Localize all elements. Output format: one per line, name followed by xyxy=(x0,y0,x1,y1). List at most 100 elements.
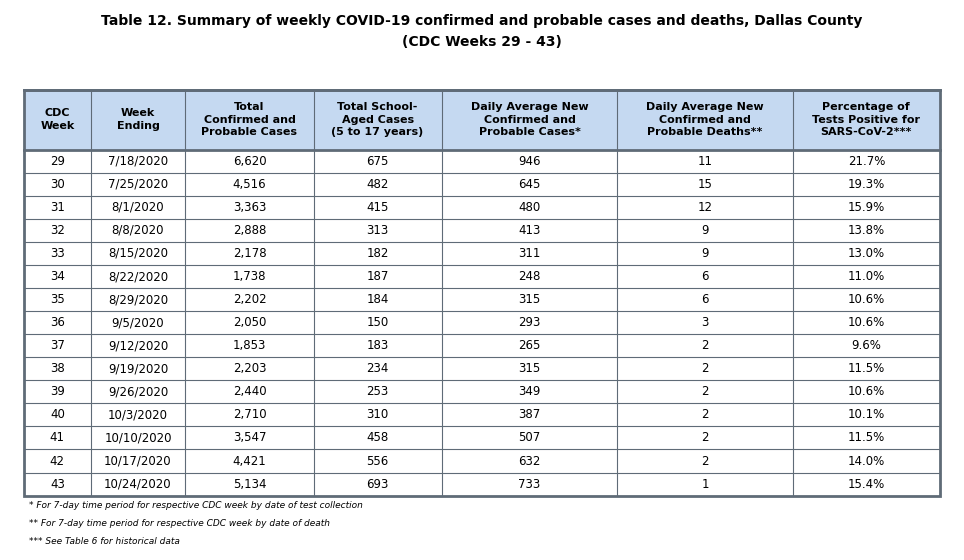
Bar xyxy=(24,265,940,288)
Text: 9/26/2020: 9/26/2020 xyxy=(108,385,168,398)
Bar xyxy=(24,334,940,357)
Text: 8/29/2020: 8/29/2020 xyxy=(108,293,168,306)
Bar xyxy=(24,242,940,265)
Text: 10/10/2020: 10/10/2020 xyxy=(104,431,172,445)
Text: 43: 43 xyxy=(50,478,65,491)
Text: 9: 9 xyxy=(701,247,709,260)
Text: 11: 11 xyxy=(698,155,712,167)
Text: CDC
Week: CDC Week xyxy=(40,108,74,131)
Text: 21.7%: 21.7% xyxy=(847,155,885,167)
Bar xyxy=(24,450,940,473)
Bar xyxy=(24,219,940,242)
Text: 37: 37 xyxy=(50,339,65,352)
Bar xyxy=(24,426,940,450)
Text: 645: 645 xyxy=(519,178,541,191)
Text: 2,050: 2,050 xyxy=(232,316,266,329)
Text: 11.5%: 11.5% xyxy=(847,362,885,375)
Text: Daily Average New
Confirmed and
Probable Deaths**: Daily Average New Confirmed and Probable… xyxy=(646,102,763,137)
Text: 2: 2 xyxy=(701,455,709,468)
Text: 2: 2 xyxy=(701,385,709,398)
Text: 32: 32 xyxy=(50,224,65,237)
Text: 182: 182 xyxy=(366,247,388,260)
Text: 1,853: 1,853 xyxy=(232,339,266,352)
Text: 2,888: 2,888 xyxy=(232,224,266,237)
Text: 11.5%: 11.5% xyxy=(847,431,885,445)
Text: 3,547: 3,547 xyxy=(232,431,266,445)
Text: 507: 507 xyxy=(519,431,541,445)
Text: 315: 315 xyxy=(519,362,541,375)
Text: Table 12. Summary of weekly COVID-19 confirmed and probable cases and deaths, Da: Table 12. Summary of weekly COVID-19 con… xyxy=(101,14,863,49)
Text: 10.6%: 10.6% xyxy=(847,316,885,329)
Text: * For 7-day time period for respective CDC week by date of test collection: * For 7-day time period for respective C… xyxy=(29,501,362,510)
Text: 265: 265 xyxy=(519,339,541,352)
Text: 415: 415 xyxy=(366,201,388,214)
Text: 6: 6 xyxy=(701,293,709,306)
Text: 8/22/2020: 8/22/2020 xyxy=(108,270,168,283)
Text: 293: 293 xyxy=(519,316,541,329)
Text: 10.6%: 10.6% xyxy=(847,293,885,306)
Text: 7/25/2020: 7/25/2020 xyxy=(108,178,168,191)
Text: 42: 42 xyxy=(50,455,65,468)
Text: 2,178: 2,178 xyxy=(232,247,266,260)
Text: Total School-
Aged Cases
(5 to 17 years): Total School- Aged Cases (5 to 17 years) xyxy=(332,102,424,137)
Text: 9: 9 xyxy=(701,224,709,237)
Text: 2,440: 2,440 xyxy=(232,385,266,398)
Text: 10.6%: 10.6% xyxy=(847,385,885,398)
Text: 8/15/2020: 8/15/2020 xyxy=(108,247,168,260)
Bar xyxy=(24,380,940,403)
Text: 2: 2 xyxy=(701,431,709,445)
Text: 11.0%: 11.0% xyxy=(847,270,885,283)
Text: 4,516: 4,516 xyxy=(232,178,266,191)
Text: 10/17/2020: 10/17/2020 xyxy=(104,455,172,468)
Text: 2: 2 xyxy=(701,408,709,421)
Text: 184: 184 xyxy=(366,293,388,306)
Text: 946: 946 xyxy=(519,155,541,167)
Text: 10/3/2020: 10/3/2020 xyxy=(108,408,168,421)
Text: 29: 29 xyxy=(50,155,65,167)
Text: 38: 38 xyxy=(50,362,65,375)
Text: 7/18/2020: 7/18/2020 xyxy=(108,155,168,167)
Text: Week
Ending: Week Ending xyxy=(117,108,159,131)
Text: 8/1/2020: 8/1/2020 xyxy=(112,201,164,214)
Bar xyxy=(24,473,940,496)
Text: 2,202: 2,202 xyxy=(232,293,266,306)
Text: 36: 36 xyxy=(50,316,65,329)
Text: 39: 39 xyxy=(50,385,65,398)
Text: 9/5/2020: 9/5/2020 xyxy=(112,316,164,329)
Text: 15: 15 xyxy=(698,178,712,191)
Text: 30: 30 xyxy=(50,178,65,191)
Text: *** See Table 6 for historical data: *** See Table 6 for historical data xyxy=(29,537,180,546)
Text: 187: 187 xyxy=(366,270,388,283)
Text: 253: 253 xyxy=(366,385,388,398)
Text: 33: 33 xyxy=(50,247,65,260)
Text: Daily Average New
Confirmed and
Probable Cases*: Daily Average New Confirmed and Probable… xyxy=(470,102,588,137)
Text: 14.0%: 14.0% xyxy=(847,455,885,468)
Text: 2: 2 xyxy=(701,362,709,375)
Text: 12: 12 xyxy=(698,201,712,214)
Text: 315: 315 xyxy=(519,293,541,306)
Text: 9/12/2020: 9/12/2020 xyxy=(108,339,168,352)
Bar xyxy=(24,172,940,196)
Text: 458: 458 xyxy=(366,431,388,445)
Bar xyxy=(24,288,940,311)
Text: 313: 313 xyxy=(366,224,388,237)
Text: 1: 1 xyxy=(701,478,709,491)
Bar xyxy=(24,196,940,219)
Text: 41: 41 xyxy=(50,431,65,445)
Text: 413: 413 xyxy=(519,224,541,237)
Text: 150: 150 xyxy=(366,316,388,329)
Text: 248: 248 xyxy=(519,270,541,283)
Text: 693: 693 xyxy=(366,478,388,491)
Text: 15.4%: 15.4% xyxy=(847,478,885,491)
Text: 8/8/2020: 8/8/2020 xyxy=(112,224,164,237)
Bar xyxy=(24,150,940,172)
Text: 2,710: 2,710 xyxy=(232,408,266,421)
Text: 19.3%: 19.3% xyxy=(847,178,885,191)
Text: 5,134: 5,134 xyxy=(232,478,266,491)
Text: 4,421: 4,421 xyxy=(232,455,266,468)
Text: 675: 675 xyxy=(366,155,388,167)
Text: Percentage of
Tests Positive for
SARS-CoV-2***: Percentage of Tests Positive for SARS-Co… xyxy=(813,102,921,137)
Bar xyxy=(24,311,940,334)
Text: 31: 31 xyxy=(50,201,65,214)
Text: 15.9%: 15.9% xyxy=(847,201,885,214)
